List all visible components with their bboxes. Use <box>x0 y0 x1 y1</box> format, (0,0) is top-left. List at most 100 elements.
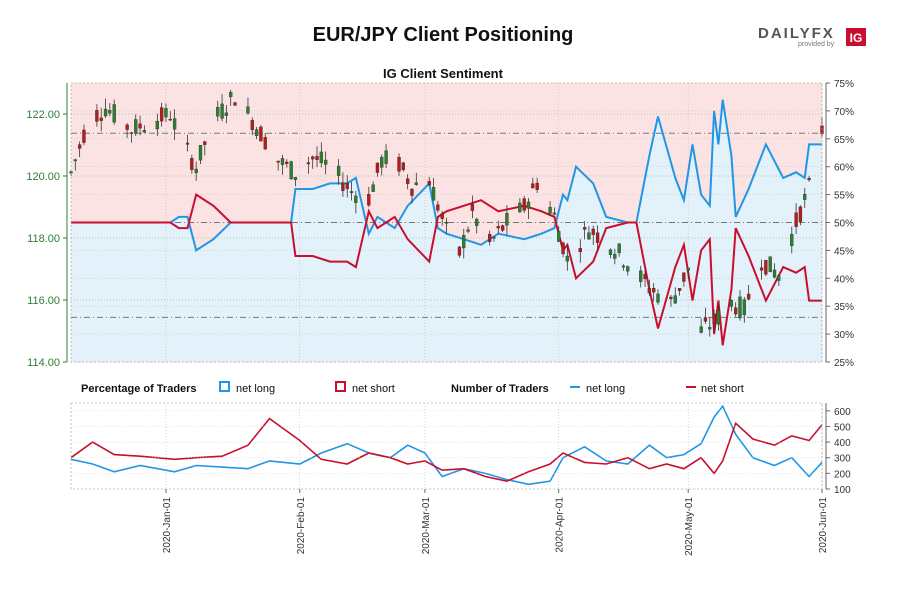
candle-body <box>285 161 289 164</box>
candle-body <box>263 137 267 150</box>
candle-body <box>488 234 492 242</box>
candle-body <box>198 145 203 161</box>
x-tick-label: 2020-Jun-01 <box>818 497 829 554</box>
candle-body <box>582 227 587 230</box>
x-tick-label: 2020-Jan-01 <box>162 497 173 554</box>
candle-body <box>82 129 86 143</box>
candle-body <box>578 248 582 253</box>
legend: Percentage of Traders net long net short… <box>81 381 744 395</box>
candle-body <box>734 307 738 315</box>
percent-tick-label: 55% <box>834 191 854 202</box>
candle-body <box>552 212 557 215</box>
percent-tick-label: 75% <box>834 79 854 90</box>
candle-body <box>656 293 660 303</box>
count-tick-label: 500 <box>834 422 851 433</box>
candle-body <box>367 194 371 206</box>
candle-body <box>233 102 237 106</box>
percent-tick-label: 60% <box>834 163 854 174</box>
net-short-count-line <box>70 417 823 483</box>
candle-body <box>703 317 708 322</box>
candle-body <box>349 191 354 193</box>
candle-body <box>216 107 220 117</box>
candle-body <box>742 299 746 316</box>
logo-badge: IG <box>850 31 863 45</box>
price-tick-label: 122.00 <box>26 109 60 121</box>
percent-tick-label: 45% <box>834 246 854 257</box>
candle-body <box>621 265 626 268</box>
candle-body <box>587 232 591 240</box>
candle-body <box>518 202 522 213</box>
candle-body <box>406 178 410 184</box>
legend-num-short-label: net short <box>701 383 744 395</box>
candle-body <box>759 267 764 271</box>
chart-title: IG Client Sentiment <box>383 66 504 81</box>
candle-body <box>436 204 440 211</box>
candle-body <box>561 242 565 255</box>
candle-body <box>768 256 772 273</box>
main-frame <box>70 82 823 363</box>
candle-body <box>682 272 686 282</box>
candle-body <box>125 124 129 130</box>
candle-body <box>444 221 449 224</box>
candle-body <box>336 165 341 176</box>
candle-body <box>164 108 168 118</box>
candle-body <box>699 326 703 333</box>
logo-badge-box <box>846 28 866 46</box>
candle-body <box>159 107 164 122</box>
candle-body <box>505 213 509 226</box>
candle-body <box>440 213 444 219</box>
legend-pct-long-label: net long <box>236 383 275 395</box>
candle-body <box>673 295 677 304</box>
legend-num-long-label: net long <box>586 383 625 395</box>
candle-body <box>677 288 682 291</box>
candle-body <box>652 288 656 293</box>
logo-text: DAILYFX <box>758 25 835 42</box>
candle-body <box>194 168 198 174</box>
price-tick-label: 118.00 <box>27 233 60 245</box>
candle-body <box>259 126 263 142</box>
percent-tick-label: 70% <box>834 107 854 118</box>
x-tick-label: 2020-Mar-01 <box>421 497 432 555</box>
candle-body <box>746 293 751 300</box>
candle-body <box>250 120 254 131</box>
candle-body <box>397 157 401 172</box>
candle-body <box>548 207 552 214</box>
candle-body <box>522 198 526 211</box>
candle-body <box>73 159 77 162</box>
candle-body <box>798 206 803 222</box>
count-tick-label: 300 <box>834 454 851 465</box>
candle-body <box>475 218 479 226</box>
legend-num-title: Number of Traders <box>451 383 549 395</box>
price-tick-label: 116.00 <box>27 295 60 307</box>
candle-body <box>565 255 570 262</box>
candle-body <box>168 118 172 121</box>
price-tick-label: 120.00 <box>26 171 60 183</box>
candle-body <box>410 188 414 196</box>
candle-body <box>95 110 99 122</box>
candle-body <box>617 243 621 254</box>
candle-body <box>500 225 505 231</box>
page-title: EUR/JPY Client Positioning <box>313 24 574 46</box>
x-tick-label: 2020-May-01 <box>684 497 695 556</box>
x-tick-label: 2020-Feb-01 <box>296 497 307 555</box>
candle-body <box>457 246 462 256</box>
candle-body <box>708 327 712 330</box>
candle-body <box>669 296 673 300</box>
candle-body <box>384 150 388 164</box>
candle-body <box>280 158 285 165</box>
percent-tick-label: 40% <box>834 274 854 285</box>
count-tick-label: 200 <box>834 469 851 480</box>
percent-tick-label: 30% <box>834 330 854 341</box>
candle-body <box>729 300 734 307</box>
candle-body <box>289 161 293 180</box>
candle-body <box>142 130 147 133</box>
candle-body <box>311 156 315 160</box>
candle-body <box>535 182 539 190</box>
count-tick-label: 400 <box>834 438 851 449</box>
candle-body <box>764 260 768 275</box>
candle-body <box>315 156 319 160</box>
candle-body <box>246 106 250 114</box>
candle-body <box>639 270 643 282</box>
candle-body <box>224 112 229 116</box>
